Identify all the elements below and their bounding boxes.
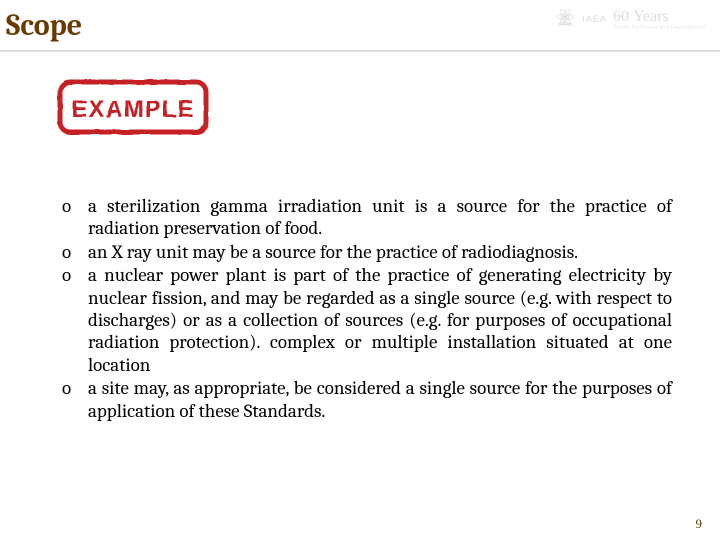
slide: Scope IAEA 60 Years Atoms for Peace and … xyxy=(0,0,720,540)
bullet-text: a nuclear power plant is part of the pra… xyxy=(88,264,672,376)
bullet-marker: o xyxy=(60,377,88,422)
years-block: 60 Years Atoms for Peace and Development xyxy=(613,9,706,31)
stamp-text: EXAMPLE xyxy=(71,96,194,123)
bullet-list: oa sterilization gamma irradiation unit … xyxy=(60,195,672,423)
page-title: Scope xyxy=(6,8,82,43)
iaea-emblem-icon xyxy=(554,6,576,33)
bullet-text: a sterilization gamma irradiation unit i… xyxy=(88,195,672,240)
example-stamp: EXAMPLE xyxy=(56,78,210,136)
page-number: 9 xyxy=(696,516,703,532)
bullet-item: oa nuclear power plant is part of the pr… xyxy=(60,264,672,376)
bullet-text: a site may, as appropriate, be considere… xyxy=(88,377,672,422)
bullet-marker: o xyxy=(60,195,88,240)
header-logo-area: IAEA 60 Years Atoms for Peace and Develo… xyxy=(554,6,706,33)
bullet-item: oa sterilization gamma irradiation unit … xyxy=(60,195,672,240)
bullet-marker: o xyxy=(60,264,88,376)
sixty-label: 60 xyxy=(613,8,629,25)
title-underline xyxy=(0,50,720,52)
years-label: Years xyxy=(633,8,669,25)
tagline: Atoms for Peace and Development xyxy=(613,25,706,31)
org-abbrev: IAEA xyxy=(582,15,607,24)
bullet-item: oan X ray unit may be a source for the p… xyxy=(60,241,672,263)
bullet-text: an X ray unit may be a source for the pr… xyxy=(88,241,672,263)
bullet-item: oa site may, as appropriate, be consider… xyxy=(60,377,672,422)
bullet-marker: o xyxy=(60,241,88,263)
